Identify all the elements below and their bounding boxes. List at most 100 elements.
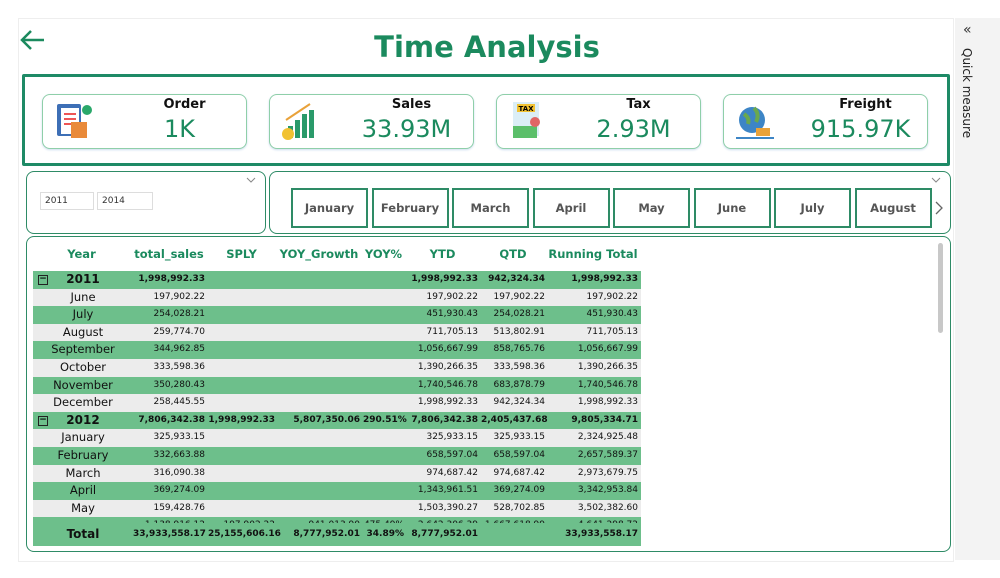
year-row: 2012 7,806,342.38 1,998,992.33 5,807,350.06… [33, 411, 641, 430]
month-row: November 350,280.43 1,740,546.78 683,878.79… [33, 376, 641, 395]
cell-value: 1,740,546.78 [417, 379, 478, 390]
kpi-icon [282, 103, 314, 140]
cell-value: 451,930.43 [426, 309, 478, 320]
cell-value: 254,028.21 [153, 309, 205, 320]
cell-value: 2,657,589.37 [577, 450, 638, 460]
cell-value: 350,280.43 [153, 379, 205, 390]
row-label: August [62, 324, 104, 339]
month-row: August 259,774.70 711,705.13 513,802.91 711,… [33, 323, 641, 342]
svg-text:TAX: TAX [518, 105, 534, 113]
cell-value: 3,342,953.84 [577, 485, 638, 496]
kpi-icon [57, 104, 92, 138]
year-slicer [26, 171, 266, 234]
cell-value: 7,806,342.38 [411, 414, 478, 425]
title: Time Analysis [374, 30, 600, 64]
cell-value: 974,687.42 [493, 467, 545, 478]
cell-value: 513,802.91 [493, 326, 545, 337]
column-header[interactable]: SPLY [226, 247, 257, 261]
column-header[interactable]: YOY% [364, 247, 403, 261]
cell-value: 159,428.76 [153, 502, 205, 513]
row-label: September [51, 342, 115, 357]
row-label: December [53, 395, 113, 410]
kpi-card: TAX Tax 2.93M [496, 94, 701, 149]
cell-value: 7,806,342.38 [138, 414, 205, 425]
row-label: April [69, 483, 97, 498]
column-header[interactable]: total_sales [134, 247, 204, 261]
matrix: Year total_sales SPLY YOY_Growth YOY% YTD QTD R… [33, 243, 641, 546]
total-row: Total 33,933,558.17 25,155,606.16 8,777,952… [33, 523, 641, 546]
cell-value: 259,774.70 [153, 326, 205, 337]
month-row: January 325,933.15 325,933.15 325,933.15 2,3… [33, 429, 641, 447]
cell-value: 858,765.76 [493, 344, 545, 355]
cell-value: 9,805,334.71 [571, 414, 638, 425]
column-header[interactable]: Running Total [548, 247, 638, 261]
cell-value: 711,705.13 [426, 326, 478, 337]
expand-toggle[interactable]: − [38, 274, 48, 285]
cell-value: 325,933.15 [153, 432, 205, 443]
cell-value: 34.89% [366, 529, 405, 539]
kpi-icon: TAX [513, 102, 540, 138]
month-button[interactable]: June [693, 188, 771, 228]
cell-value: 1,390,266.35 [577, 362, 638, 372]
slicer-chevron[interactable] [246, 176, 256, 184]
next-arrow[interactable] [934, 200, 944, 216]
month-row: March 316,090.38 974,687.42 974,687.42 2,973… [33, 464, 641, 483]
month-button[interactable]: May [613, 188, 690, 228]
cell-value: 658,597.04 [493, 450, 545, 460]
kpi-label: Freight [839, 97, 892, 112]
row-label: 2011 [66, 272, 100, 286]
month-row: February 332,663.88 658,597.04 658,597.04 2,… [33, 447, 641, 465]
cell-value: 333,598.36 [493, 362, 545, 372]
scrollbar[interactable] [938, 243, 943, 333]
cell-value: 1,998,992.33 [417, 397, 478, 408]
cell-value: 1,390,266.35 [417, 362, 478, 372]
cell-value: 197,902.22 [586, 291, 638, 302]
kpi-value: 33.93M [361, 115, 452, 143]
month-row: June 197,902.22 197,902.22 197,902.22 197,90… [33, 288, 641, 307]
slicer-chevron[interactable] [931, 176, 941, 184]
cell-value: 333,598.36 [153, 362, 205, 372]
cell-value: 1,503,390.27 [417, 502, 478, 513]
cell-value: 325,933.15 [493, 432, 545, 443]
year-from[interactable]: 2011 [40, 192, 94, 210]
kpi-card: Order 1K [42, 94, 247, 149]
expand-toggle[interactable]: − [38, 414, 48, 426]
month-button[interactable]: April [532, 188, 610, 228]
cell-value: 316,090.38 [153, 467, 205, 478]
kpi-value: 915.97K [810, 115, 911, 143]
cell-value: 1,343,961.51 [417, 485, 478, 496]
cell-value: 325,933.15 [426, 432, 478, 443]
kpi-card: Freight 915.97K [723, 94, 928, 149]
column-header[interactable]: QTD [499, 247, 527, 261]
month-button[interactable]: July [774, 188, 851, 228]
back-button[interactable] [18, 28, 46, 52]
kpi-icon [736, 106, 774, 139]
side-pane: « Quick measure [955, 18, 1000, 560]
month-button[interactable]: January [291, 188, 368, 228]
month-button[interactable]: February [371, 188, 449, 228]
month-button[interactable]: March [452, 188, 529, 228]
kpi-label: Sales [391, 97, 432, 112]
column-header[interactable]: Year [67, 247, 96, 261]
cell-value: 942,324.34 [493, 397, 545, 408]
cell-value: 369,274.09 [153, 485, 205, 496]
kpi-label: Tax [626, 97, 651, 112]
row-label: June [70, 289, 96, 304]
month-button[interactable]: August [854, 188, 932, 228]
year-to[interactable]: 2014 [97, 192, 153, 210]
month-row: October 333,598.36 1,390,266.35 333,598.36 1… [33, 359, 641, 377]
cell-value: 2,973,679.75 [577, 467, 638, 478]
cell-value: 3,502,382.60 [577, 502, 638, 513]
cell-value: 8,777,952.01 [411, 529, 478, 539]
collapse-icon[interactable]: « [963, 22, 972, 38]
cell-value: 711,705.13 [586, 326, 638, 337]
cell-value: 1,998,992.33 [571, 274, 638, 284]
cell-value: 2,324,925.48 [577, 432, 638, 443]
column-header[interactable]: YTD [429, 247, 456, 261]
cell-value: 25,155,606.16 [208, 529, 281, 539]
row-label: November [53, 377, 113, 392]
side-pane-title[interactable]: Quick measure [960, 48, 974, 139]
month-row: December 258,445.55 1,998,992.33 942,324.34… [33, 394, 641, 412]
column-header[interactable]: YOY_Growth [279, 247, 359, 261]
